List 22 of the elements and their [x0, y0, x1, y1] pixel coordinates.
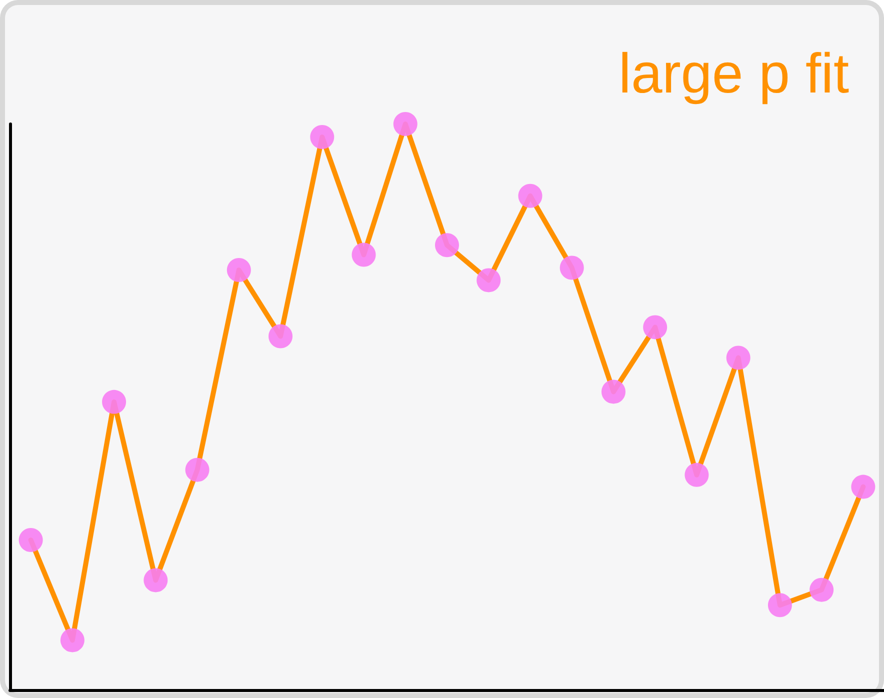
point: [476, 268, 501, 292]
point: [226, 258, 251, 282]
point: [310, 125, 334, 150]
chart-title: large p fit: [618, 42, 850, 104]
point: [352, 242, 376, 267]
point: [851, 474, 876, 499]
point: [810, 578, 834, 602]
point: [518, 184, 542, 208]
point: [18, 528, 43, 552]
point: [60, 628, 84, 652]
point: [560, 256, 584, 280]
point: [768, 593, 792, 618]
point: [268, 324, 293, 348]
point: [726, 346, 750, 370]
point: [102, 390, 126, 414]
point: [435, 233, 459, 258]
point: [393, 112, 418, 136]
point: [684, 462, 709, 487]
point: [185, 458, 210, 482]
point: [643, 315, 668, 340]
point: [144, 568, 168, 592]
point: [602, 380, 626, 404]
